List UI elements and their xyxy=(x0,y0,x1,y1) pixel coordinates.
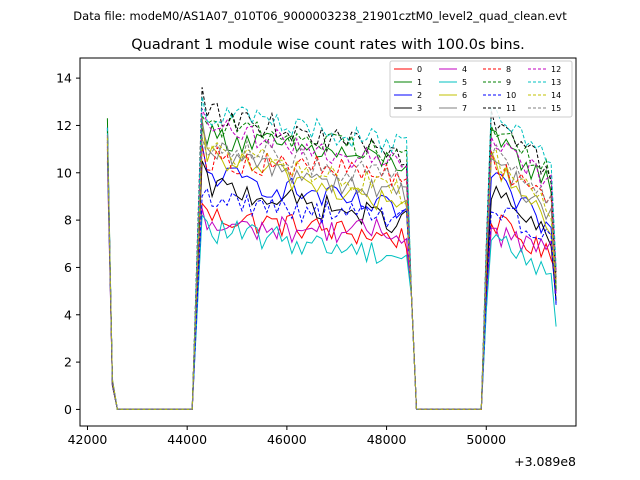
plot-area xyxy=(106,87,557,410)
legend-label-0: 0 xyxy=(417,65,422,74)
x-tick-label: 50000 xyxy=(466,432,506,447)
y-tick-label: 10 xyxy=(56,165,72,180)
legend-label-9: 9 xyxy=(506,78,511,87)
legend-label-8: 8 xyxy=(506,65,511,74)
x-tick-label: 46000 xyxy=(267,432,307,447)
legend-label-13: 13 xyxy=(551,78,561,87)
x-tick-label: 48000 xyxy=(367,432,407,447)
x-tick-label: 42000 xyxy=(68,432,108,447)
x-offset-label: +3.089e8 xyxy=(514,454,576,469)
legend-label-5: 5 xyxy=(462,78,467,87)
y-tick-label: 12 xyxy=(56,118,72,133)
series-line-13 xyxy=(106,96,557,410)
y-tick-label: 2 xyxy=(64,355,72,370)
legend-label-2: 2 xyxy=(417,91,422,100)
chart-suptitle: Data file: modeM0/AS1A07_010T06_90000032… xyxy=(73,9,567,23)
legend-label-4: 4 xyxy=(462,65,467,74)
y-tick-label: 8 xyxy=(64,213,72,228)
legend-label-15: 15 xyxy=(551,104,561,113)
series-line-15 xyxy=(106,134,557,410)
legend-label-3: 3 xyxy=(417,104,422,113)
legend-label-1: 1 xyxy=(417,78,422,87)
legend-label-11: 11 xyxy=(506,104,516,113)
legend-label-14: 14 xyxy=(551,91,561,100)
y-axis: 0 2 4 6 8 10 12 14 xyxy=(56,71,80,417)
axes-frame xyxy=(79,57,577,427)
legend-label-10: 10 xyxy=(506,91,516,100)
y-tick-label: 6 xyxy=(64,260,72,275)
legend-label-7: 7 xyxy=(462,104,467,113)
legend-label-6: 6 xyxy=(462,91,467,100)
y-tick-label: 0 xyxy=(64,402,72,417)
legend-box xyxy=(389,60,573,118)
y-tick-label: 14 xyxy=(56,71,72,86)
x-tick-label: 44000 xyxy=(167,432,207,447)
legend-label-12: 12 xyxy=(551,65,561,74)
chart-title: Quadrant 1 module wise count rates with … xyxy=(131,37,525,53)
y-tick-label: 4 xyxy=(64,307,72,322)
x-axis: 42000 44000 46000 48000 50000 xyxy=(68,426,506,447)
